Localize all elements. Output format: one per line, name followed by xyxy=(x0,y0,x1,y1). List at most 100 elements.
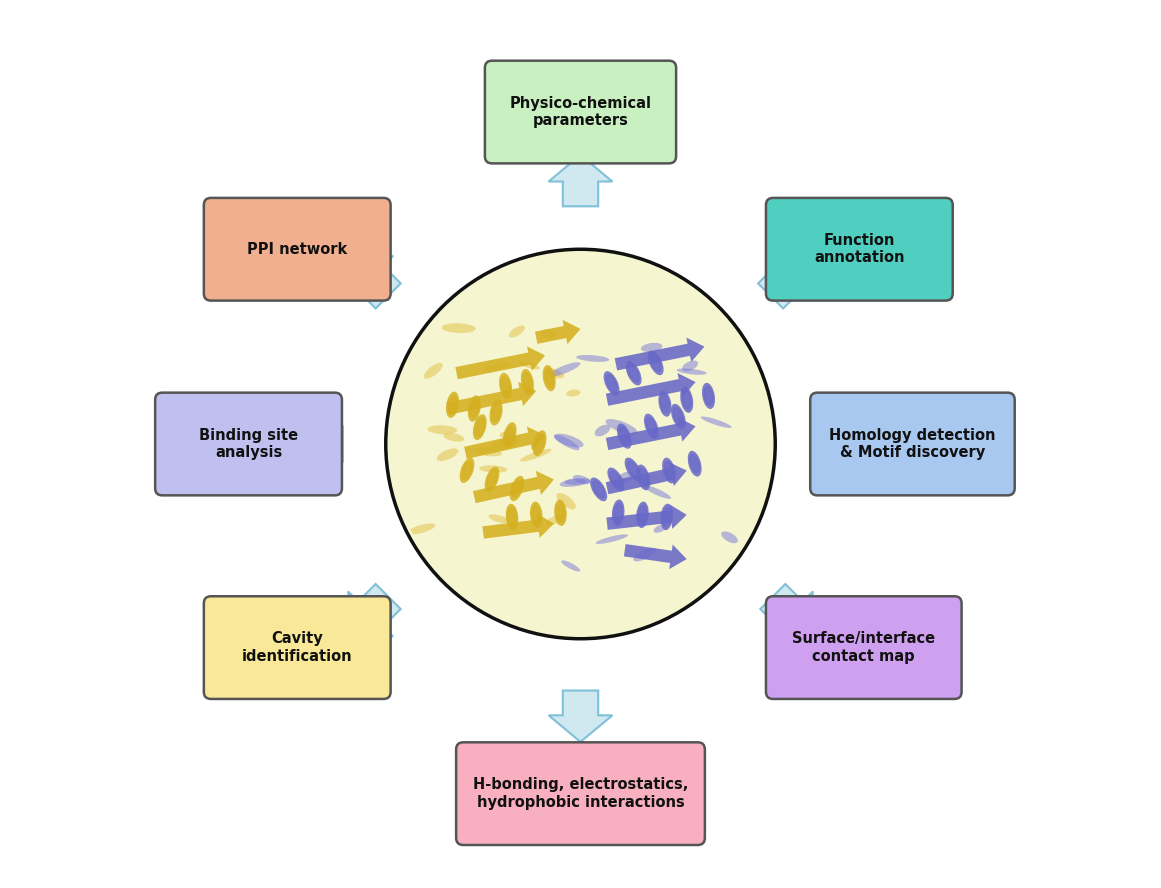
Ellipse shape xyxy=(556,493,576,510)
Ellipse shape xyxy=(460,457,475,483)
Polygon shape xyxy=(447,382,536,415)
Ellipse shape xyxy=(673,408,684,425)
Ellipse shape xyxy=(641,343,663,352)
Text: Function
annotation: Function annotation xyxy=(814,233,904,266)
Ellipse shape xyxy=(627,461,640,478)
Ellipse shape xyxy=(628,365,640,382)
Ellipse shape xyxy=(639,468,648,487)
Ellipse shape xyxy=(532,505,541,524)
Ellipse shape xyxy=(677,369,707,375)
Polygon shape xyxy=(549,691,612,741)
Ellipse shape xyxy=(590,478,607,502)
Polygon shape xyxy=(606,373,695,406)
Ellipse shape xyxy=(560,479,591,487)
Ellipse shape xyxy=(596,535,628,543)
FancyBboxPatch shape xyxy=(456,742,705,845)
Ellipse shape xyxy=(520,449,551,462)
Circle shape xyxy=(385,250,776,638)
Ellipse shape xyxy=(576,355,610,361)
Ellipse shape xyxy=(529,502,542,528)
Ellipse shape xyxy=(647,417,656,435)
Ellipse shape xyxy=(519,361,540,369)
Ellipse shape xyxy=(592,481,605,497)
Ellipse shape xyxy=(444,433,464,441)
Ellipse shape xyxy=(503,422,517,448)
Ellipse shape xyxy=(441,323,476,333)
Ellipse shape xyxy=(658,391,671,416)
Ellipse shape xyxy=(661,503,673,530)
Ellipse shape xyxy=(606,375,618,392)
Text: Binding site
analysis: Binding site analysis xyxy=(199,428,298,460)
Ellipse shape xyxy=(473,414,486,440)
Ellipse shape xyxy=(610,471,622,488)
Ellipse shape xyxy=(490,400,503,425)
Ellipse shape xyxy=(680,386,693,413)
Ellipse shape xyxy=(594,424,611,436)
Polygon shape xyxy=(464,426,546,459)
Ellipse shape xyxy=(702,383,715,409)
Polygon shape xyxy=(606,462,686,495)
Ellipse shape xyxy=(636,502,649,528)
Ellipse shape xyxy=(704,386,713,405)
Ellipse shape xyxy=(424,363,442,378)
Ellipse shape xyxy=(522,373,532,392)
Ellipse shape xyxy=(648,351,664,376)
Ellipse shape xyxy=(683,361,698,371)
Polygon shape xyxy=(606,504,686,530)
Text: PPI network: PPI network xyxy=(247,242,347,257)
Ellipse shape xyxy=(636,464,650,490)
Ellipse shape xyxy=(618,472,634,484)
Ellipse shape xyxy=(616,424,632,448)
Ellipse shape xyxy=(408,523,435,535)
Ellipse shape xyxy=(604,371,620,396)
Ellipse shape xyxy=(664,462,673,480)
Ellipse shape xyxy=(448,395,457,414)
Ellipse shape xyxy=(490,438,519,450)
Polygon shape xyxy=(758,256,810,308)
Ellipse shape xyxy=(499,373,512,399)
Ellipse shape xyxy=(499,432,514,439)
Ellipse shape xyxy=(554,435,579,450)
Ellipse shape xyxy=(510,476,525,501)
Text: Physico-chemical
parameters: Physico-chemical parameters xyxy=(510,96,651,128)
Ellipse shape xyxy=(683,391,691,408)
Ellipse shape xyxy=(625,457,642,481)
Ellipse shape xyxy=(506,503,518,530)
Ellipse shape xyxy=(546,515,564,525)
Ellipse shape xyxy=(468,395,481,422)
Ellipse shape xyxy=(662,508,671,527)
Ellipse shape xyxy=(479,465,507,472)
Ellipse shape xyxy=(633,548,656,561)
Ellipse shape xyxy=(554,433,584,448)
Ellipse shape xyxy=(721,531,738,543)
FancyBboxPatch shape xyxy=(810,392,1015,496)
Ellipse shape xyxy=(505,426,514,444)
FancyBboxPatch shape xyxy=(766,198,953,301)
Ellipse shape xyxy=(567,390,580,397)
Ellipse shape xyxy=(437,448,459,461)
Ellipse shape xyxy=(661,394,670,413)
Ellipse shape xyxy=(554,499,567,526)
Ellipse shape xyxy=(644,414,658,439)
Ellipse shape xyxy=(639,505,647,524)
Ellipse shape xyxy=(502,377,510,395)
Polygon shape xyxy=(291,412,342,476)
Text: H-bonding, electrostatics,
hydrophobic interactions: H-bonding, electrostatics, hydrophobic i… xyxy=(473,778,688,810)
Polygon shape xyxy=(348,256,401,308)
Ellipse shape xyxy=(475,448,502,456)
Text: Homology detection
& Motif discovery: Homology detection & Motif discovery xyxy=(829,428,996,460)
FancyBboxPatch shape xyxy=(204,198,390,301)
Ellipse shape xyxy=(619,427,629,445)
Ellipse shape xyxy=(509,326,525,337)
Ellipse shape xyxy=(650,354,662,371)
Polygon shape xyxy=(606,417,695,450)
Polygon shape xyxy=(473,471,554,503)
Ellipse shape xyxy=(462,462,473,480)
Ellipse shape xyxy=(470,400,478,417)
Text: Cavity
identification: Cavity identification xyxy=(241,631,353,664)
Ellipse shape xyxy=(542,365,556,392)
FancyBboxPatch shape xyxy=(156,392,342,496)
Ellipse shape xyxy=(545,369,564,378)
FancyBboxPatch shape xyxy=(204,596,390,699)
Ellipse shape xyxy=(475,418,484,436)
